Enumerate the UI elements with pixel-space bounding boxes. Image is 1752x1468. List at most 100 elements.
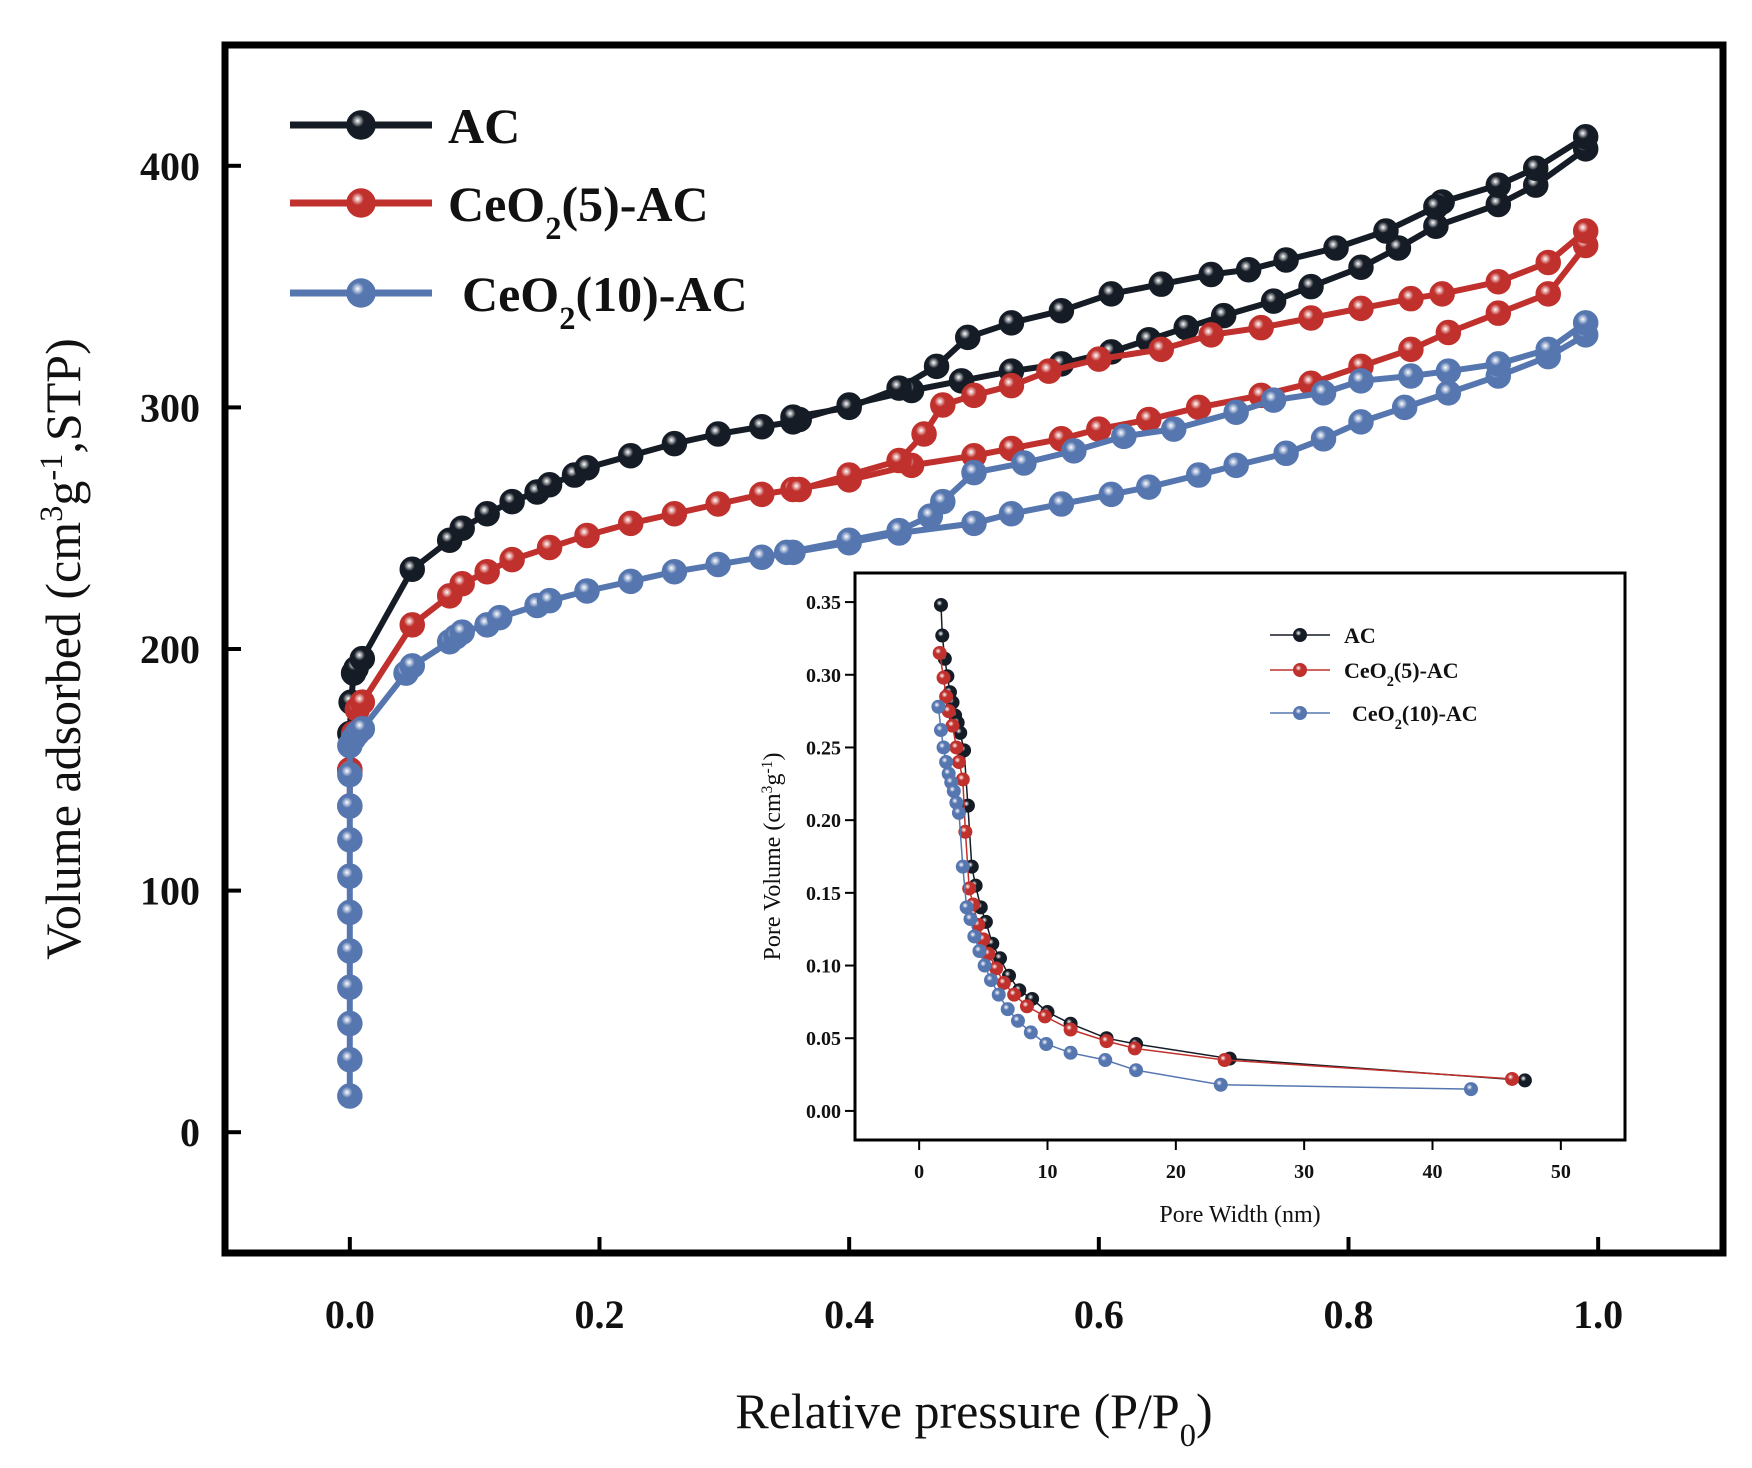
inset-series: [931, 597, 1532, 1097]
main-data-point: [1398, 336, 1424, 363]
main-data-point: [1011, 450, 1037, 476]
main-series-line: [798, 228, 1588, 493]
inset-data-point: [1037, 1009, 1052, 1024]
main-data-point: [930, 392, 956, 418]
main-data-point: [1048, 491, 1075, 517]
inset-data-point: [1098, 1053, 1113, 1068]
main-data-point: [1185, 462, 1212, 488]
main-data-point: [337, 827, 363, 853]
inset-data-point: [951, 755, 966, 769]
inset-data-point: [996, 975, 1011, 990]
main-legend-label-part: 2: [545, 211, 561, 247]
main-data-point: [1348, 409, 1374, 435]
main-data-point: [1235, 256, 1262, 283]
inset-x-axis-title: Pore Width (nm): [1159, 1202, 1320, 1228]
main-axes: 0.0 0.2 0.4 0.6 0.8 1.00100200300400Relative …: [34, 144, 1623, 1454]
main-legend-marker: [346, 278, 376, 308]
main-data-point: [337, 1010, 363, 1037]
inset-data-point: [955, 772, 970, 787]
main-xtick-label: 0.0: [325, 1292, 375, 1337]
main-data-point: [536, 534, 563, 561]
main-data-point: [1048, 298, 1075, 324]
main-data-point: [1485, 300, 1512, 326]
inset-data-point: [1000, 1002, 1015, 1017]
inset-data-point: [1464, 1082, 1478, 1097]
main-data-point: [1348, 368, 1374, 394]
main-data-point: [836, 462, 862, 488]
main-data-point: [1086, 416, 1112, 442]
main-data-point: [617, 568, 644, 595]
inset-data-point: [1505, 1071, 1520, 1086]
inset-series-1: [932, 645, 1520, 1086]
main-data-point: [1348, 254, 1374, 281]
main-data-point: [1148, 271, 1174, 297]
inset-legend-label-part: 2: [1395, 717, 1402, 733]
main-series-line: [346, 332, 1588, 1096]
inset-legend-label-part: AC: [1344, 623, 1376, 648]
main-data-point: [349, 689, 376, 715]
inset-xtick-label: 50: [1551, 1161, 1571, 1183]
inset-legend-label-part: CeO: [1352, 701, 1395, 726]
main-data-point: [1485, 269, 1512, 295]
main-y-axis-title-part: -1: [34, 454, 70, 481]
main-legend-label: CeO2(10)-AC: [462, 266, 748, 337]
main-series-2: [337, 310, 1599, 1109]
main-data-point: [574, 578, 600, 604]
main-x-axis-title-part: ): [1196, 1383, 1213, 1439]
inset-data-point: [1063, 1022, 1078, 1037]
inset-data-point: [933, 597, 948, 612]
inset-ytick-label: 0.25: [806, 737, 841, 759]
inset-data-point: [1213, 1077, 1228, 1092]
main-data-point: [1173, 314, 1199, 341]
inset-data-point: [1127, 1041, 1142, 1056]
main-data-point: [705, 421, 731, 447]
main-data-point: [1298, 273, 1324, 300]
inset-ytick-label: 0.10: [806, 956, 841, 978]
main-data-point: [337, 1083, 363, 1109]
inset-data-point: [967, 929, 982, 944]
main-data-point: [1391, 394, 1418, 421]
main-legend-marker: [346, 110, 376, 140]
main-x-axis-title: Relative pressure (P/P0): [735, 1383, 1212, 1454]
main-data-point: [399, 556, 425, 583]
main-data-point: [1435, 319, 1462, 346]
main-data-point: [749, 413, 775, 440]
main-data-point: [1572, 124, 1599, 150]
inset-background: [853, 571, 1627, 1142]
main-data-point: [449, 571, 475, 597]
main-data-point: [1423, 194, 1449, 220]
main-legend-label-part: AC: [448, 98, 520, 154]
inset-legend-label: CeO2(5)-AC: [1344, 658, 1459, 690]
main-series-line: [792, 134, 1588, 421]
main-data-point: [449, 515, 475, 541]
main-ytick-label: 0: [180, 1110, 200, 1155]
inset-data-point: [991, 987, 1006, 1002]
main-data-point: [1398, 363, 1424, 389]
main-data-point: [1429, 281, 1455, 307]
main-data-point: [774, 539, 800, 566]
inset-data-point: [936, 670, 951, 685]
main-data-point: [337, 793, 363, 819]
inset-legend-label-part: CeO: [1344, 658, 1387, 683]
inset-xtick-label: 20: [1166, 1161, 1186, 1183]
main-data-point: [449, 619, 475, 645]
inset-legend-label-part: (10)-AC: [1402, 701, 1478, 726]
main-xtick-label: 0.2: [575, 1292, 625, 1337]
inset-xtick-label: 40: [1423, 1161, 1443, 1183]
main-data-point: [1398, 285, 1424, 312]
inset-data-point: [951, 805, 966, 820]
main-legend-label: AC: [448, 98, 520, 154]
main-data-point: [617, 510, 644, 537]
inset-data-point: [949, 740, 964, 755]
main-data-point: [1485, 172, 1512, 198]
main-x-axis-title-part: Relative pressure (P/P: [735, 1383, 1179, 1439]
main-data-point: [917, 503, 944, 529]
main-data-point: [1310, 426, 1337, 452]
main-data-point: [1273, 440, 1299, 467]
main-data-point: [749, 544, 775, 570]
inset-data-point: [958, 824, 973, 839]
main-data-point: [536, 587, 563, 614]
main-data-point: [1535, 281, 1561, 307]
main-data-point: [1111, 423, 1137, 450]
